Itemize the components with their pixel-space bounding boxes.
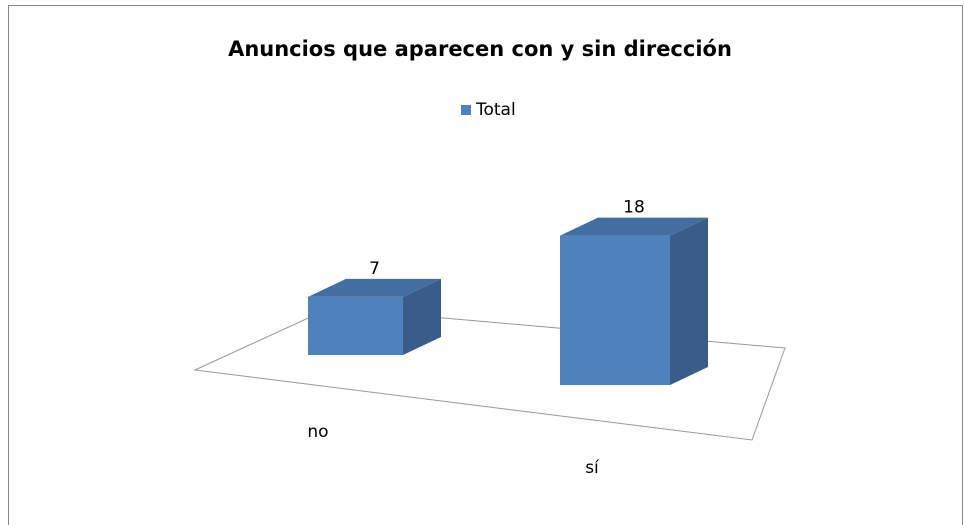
bar-front (308, 296, 403, 355)
legend-label: Total (475, 100, 516, 120)
bar (308, 278, 441, 355)
bar (560, 217, 708, 385)
x-tick-label: no (307, 422, 328, 442)
data-label: 7 (369, 259, 380, 279)
chart-frame (8, 5, 963, 525)
legend-swatch (461, 105, 471, 115)
bar-front (560, 235, 670, 385)
data-label: 18 (623, 198, 645, 218)
x-tick-label: sí (585, 458, 600, 478)
legend: Total (461, 100, 516, 120)
bar-top (560, 217, 708, 236)
bar-top (308, 278, 441, 297)
chart-title: Anuncios que aparecen con y sin direcció… (228, 37, 732, 61)
bar-side (670, 217, 708, 385)
bar-side (403, 278, 441, 355)
